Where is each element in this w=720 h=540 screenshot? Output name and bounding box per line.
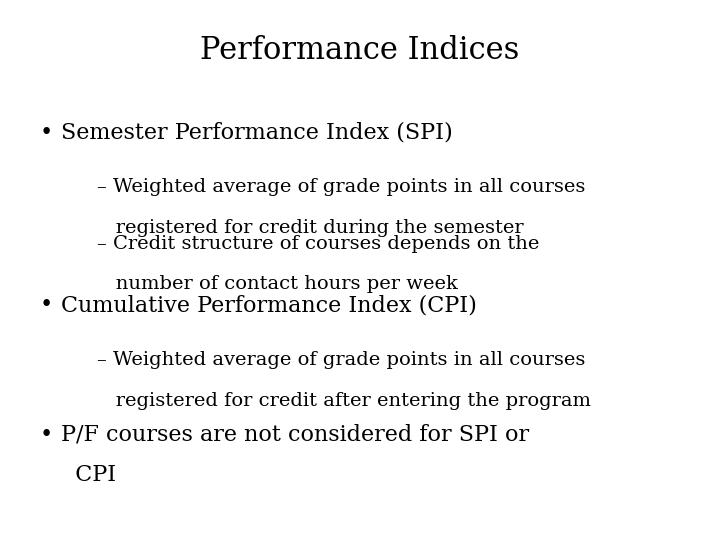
Text: – Weighted average of grade points in all courses: – Weighted average of grade points in al… <box>97 351 585 369</box>
Text: number of contact hours per week: number of contact hours per week <box>97 275 458 293</box>
Text: •: • <box>40 424 53 446</box>
Text: – Credit structure of courses depends on the: – Credit structure of courses depends on… <box>97 235 539 253</box>
Text: Performance Indices: Performance Indices <box>200 35 520 66</box>
Text: P/F courses are not considered for SPI or: P/F courses are not considered for SPI o… <box>61 424 529 446</box>
Text: Cumulative Performance Index (CPI): Cumulative Performance Index (CPI) <box>61 294 477 316</box>
Text: registered for credit after entering the program: registered for credit after entering the… <box>97 392 591 409</box>
Text: registered for credit during the semester: registered for credit during the semeste… <box>97 219 524 237</box>
Text: – Weighted average of grade points in all courses: – Weighted average of grade points in al… <box>97 178 585 196</box>
Text: •: • <box>40 294 53 316</box>
Text: Semester Performance Index (SPI): Semester Performance Index (SPI) <box>61 122 453 144</box>
Text: •: • <box>40 122 53 144</box>
Text: CPI: CPI <box>61 464 117 487</box>
